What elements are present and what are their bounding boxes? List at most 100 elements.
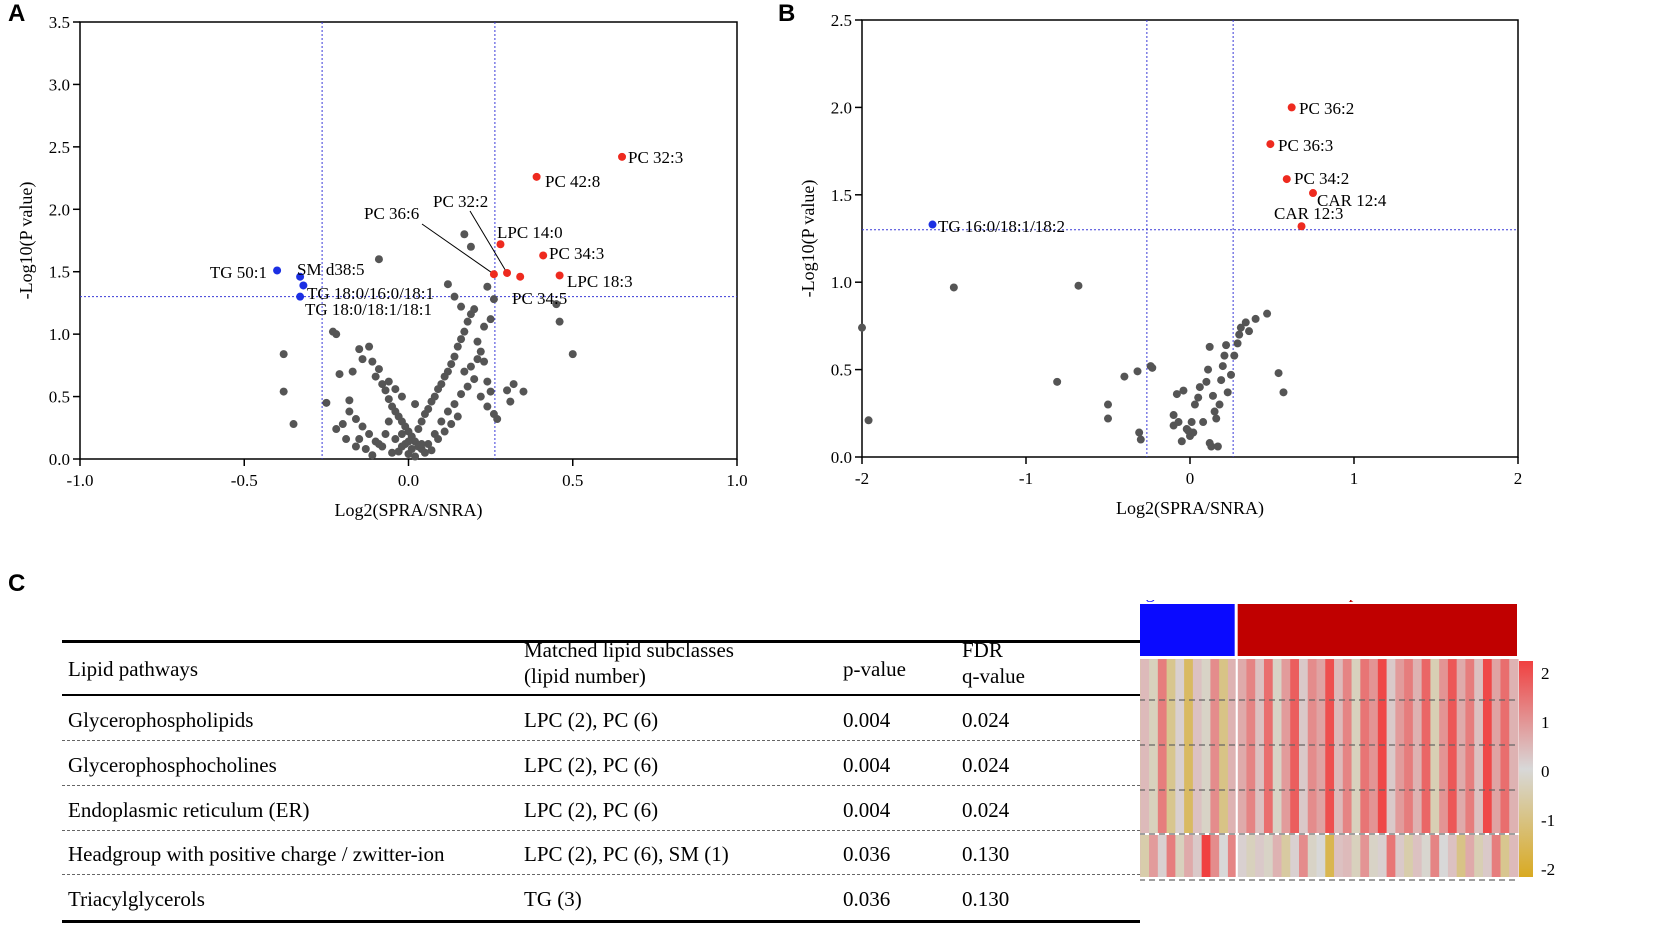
color-scale-tick: 0 — [1541, 762, 1550, 781]
data-point — [1136, 435, 1145, 444]
highlight-point — [296, 272, 305, 281]
data-point — [949, 283, 958, 292]
data-point — [351, 442, 360, 451]
heatmap-cell — [1404, 659, 1414, 833]
data-point — [1245, 327, 1254, 336]
group-bar-seropositive — [1237, 604, 1517, 656]
data-point — [1172, 390, 1181, 399]
highlight-point — [496, 240, 505, 249]
heatmap-cell — [1316, 835, 1326, 877]
data-point — [335, 370, 344, 379]
row-subclasses: TG (3) — [524, 887, 582, 911]
panel-label-c: C — [8, 570, 26, 597]
data-point — [483, 282, 492, 291]
leader-line — [469, 210, 508, 274]
heatmap-cell — [1219, 659, 1229, 833]
data-point — [480, 322, 489, 331]
highlight-point — [299, 281, 308, 290]
data-point — [365, 430, 374, 439]
heatmap-cell — [1175, 659, 1185, 833]
heatmap-cell — [1377, 835, 1388, 877]
plot-frame — [861, 19, 1519, 458]
data-point — [351, 415, 360, 424]
data-point — [443, 407, 452, 416]
data-point — [365, 342, 374, 351]
heatmap-cell — [1386, 659, 1396, 833]
highlight-point — [555, 271, 564, 280]
data-point — [342, 435, 351, 444]
y-tick-label: 1.5 — [49, 263, 70, 282]
heatmap-cell — [1412, 659, 1423, 833]
highlight-point — [1297, 222, 1306, 231]
data-point — [404, 437, 413, 446]
heatmap-cell — [1149, 659, 1159, 833]
data-point — [440, 427, 449, 436]
data-point — [470, 305, 479, 314]
heatmap-cell — [1465, 835, 1475, 877]
heatmap-cell — [1290, 659, 1300, 833]
data-point — [1104, 414, 1112, 423]
data-point — [427, 446, 436, 455]
point-label: PC 34:3 — [549, 244, 604, 263]
heatmap-cell — [1246, 659, 1256, 833]
heatmap-cell — [1421, 659, 1431, 833]
data-point — [384, 417, 393, 426]
highlight-point — [503, 268, 512, 277]
data-point — [411, 452, 420, 461]
data-point — [391, 385, 400, 394]
heatmap-cell — [1447, 659, 1458, 833]
y-axis-label: -Log10(P value) — [16, 182, 37, 300]
header-rule — [62, 694, 1140, 696]
data-point — [457, 302, 466, 311]
row-pathway: Glycerophosphocholines — [68, 753, 277, 777]
heatmap-cell — [1325, 835, 1335, 877]
x-tick-label: 0.0 — [398, 471, 419, 490]
data-point — [1279, 388, 1288, 397]
data-point — [368, 357, 377, 366]
data-point — [1195, 383, 1204, 392]
heatmap-cell — [1227, 659, 1238, 833]
data-point — [345, 396, 354, 405]
data-point — [1274, 369, 1283, 378]
heatmap-cell — [1325, 659, 1335, 833]
data-point — [568, 350, 577, 359]
heatmap-cell — [1281, 659, 1291, 833]
heatmap-cell — [1255, 659, 1265, 833]
data-point — [443, 280, 452, 289]
data-point — [453, 342, 462, 351]
color-scale-tick: 1 — [1541, 713, 1550, 732]
data-point — [463, 382, 472, 391]
heatmap-cell — [1360, 835, 1370, 877]
y-tick-label: 1.0 — [831, 273, 852, 292]
row-subclasses: LPC (2), PC (6) — [524, 708, 659, 732]
row-subclasses: LPC (2), PC (6) — [524, 798, 659, 822]
data-point — [1236, 323, 1245, 332]
heatmap-cell — [1166, 835, 1176, 877]
heatmap-cell — [1439, 659, 1449, 833]
data-point — [486, 387, 495, 396]
heatmap-cell — [1263, 659, 1274, 833]
data-point — [1212, 414, 1221, 423]
point-label: CAR 12:3 — [1274, 204, 1343, 223]
data-point — [473, 355, 482, 364]
x-tick-label: 1 — [1350, 469, 1359, 488]
heatmap-cell — [1263, 835, 1274, 877]
heatmap-cell — [1482, 835, 1493, 877]
heatmap-cell — [1430, 835, 1440, 877]
header-fdr-2: q-value — [962, 664, 1025, 688]
leader-line — [421, 223, 495, 275]
data-point — [1194, 393, 1203, 402]
y-tick-label: 1.5 — [831, 186, 852, 205]
data-point — [864, 416, 873, 425]
highlight-point — [516, 272, 525, 281]
heatmap-cell — [1184, 659, 1194, 833]
heatmap-cell — [1404, 835, 1414, 877]
heatmap-cell — [1509, 835, 1519, 877]
highlight-point — [532, 172, 541, 181]
heatmap-cell — [1237, 835, 1248, 877]
x-tick-label: -0.5 — [231, 471, 258, 490]
highlight-point — [1266, 140, 1275, 149]
data-point — [443, 367, 452, 376]
heatmap-cell — [1192, 835, 1203, 877]
row-divider — [62, 874, 1140, 875]
